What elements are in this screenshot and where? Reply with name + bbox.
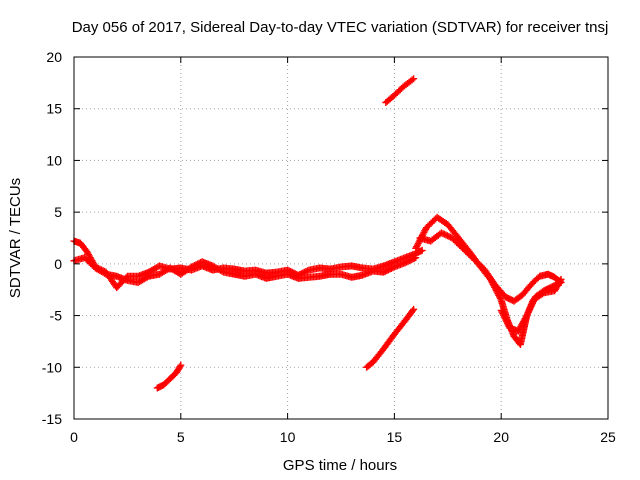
data-point xyxy=(499,310,507,318)
data-point xyxy=(530,296,538,304)
data-point xyxy=(412,254,420,262)
plot-frame xyxy=(73,56,609,420)
data-point xyxy=(176,363,184,371)
data-point xyxy=(437,229,445,237)
data-point xyxy=(501,314,509,322)
data-point xyxy=(440,230,448,238)
data-point xyxy=(409,307,417,315)
data-point xyxy=(445,233,453,241)
y-tick-label: -10 xyxy=(42,359,62,375)
y-tick-label: -5 xyxy=(50,308,63,324)
data-point xyxy=(498,308,506,316)
data-point xyxy=(526,304,534,312)
data-point xyxy=(408,76,416,84)
axis-ticks: 0 5 10 15 20 25 -15 -10 -5 0 5 10 15 20 xyxy=(42,49,616,445)
data-point xyxy=(529,298,537,306)
data-point xyxy=(384,266,392,274)
data-point xyxy=(187,263,195,271)
x-tick-label: 20 xyxy=(493,429,509,445)
data-point xyxy=(529,299,537,307)
x-tick-label: 0 xyxy=(70,429,78,445)
data-point xyxy=(403,258,411,266)
data-point xyxy=(101,269,109,277)
data-point xyxy=(524,310,532,318)
data-point xyxy=(527,302,535,310)
y-axis-label: SDTVAR / TECUs xyxy=(7,178,24,298)
data-point xyxy=(439,230,447,238)
data-point xyxy=(177,361,185,369)
data-point xyxy=(386,265,394,273)
data-point xyxy=(303,267,311,275)
data-point xyxy=(442,231,450,239)
data-point xyxy=(380,268,388,276)
data-point xyxy=(406,257,414,265)
data-point xyxy=(503,318,511,326)
data-point xyxy=(194,260,202,268)
y-tick-label: 10 xyxy=(46,152,62,168)
data-point xyxy=(504,321,512,329)
data-point xyxy=(410,305,418,313)
data-point xyxy=(218,267,226,275)
data-point xyxy=(387,264,395,272)
x-tick-label: 25 xyxy=(600,429,616,445)
y-tick-label: 0 xyxy=(54,256,62,272)
data-point xyxy=(443,232,451,240)
data-point xyxy=(302,268,310,276)
x-tick-label: 5 xyxy=(177,429,185,445)
data-point xyxy=(404,257,412,265)
data-point xyxy=(497,306,505,314)
grid-lines xyxy=(74,57,608,419)
y-tick-label: -15 xyxy=(42,411,62,427)
data-point xyxy=(409,255,417,263)
y-tick-label: 20 xyxy=(46,49,62,65)
x-tick-label: 10 xyxy=(280,429,296,445)
data-point xyxy=(528,301,536,309)
data-point xyxy=(500,313,508,321)
data-point xyxy=(407,256,415,264)
data-point xyxy=(410,75,418,83)
data-point xyxy=(502,316,510,324)
data-point xyxy=(191,261,199,269)
data-point xyxy=(383,267,391,275)
data-point xyxy=(410,254,418,262)
data-point xyxy=(526,305,534,313)
data-point xyxy=(195,259,203,267)
data-point xyxy=(500,311,508,319)
data-point xyxy=(525,307,533,315)
x-tick-label: 15 xyxy=(387,429,403,445)
data-point xyxy=(418,246,426,254)
data-point xyxy=(557,278,565,286)
data-point xyxy=(192,261,200,269)
data-point xyxy=(189,262,197,270)
data-point xyxy=(503,319,511,327)
data-points xyxy=(70,75,565,392)
data-point xyxy=(143,273,151,281)
data-point xyxy=(381,267,389,275)
data-point xyxy=(496,294,504,302)
data-point xyxy=(389,264,397,272)
data-point xyxy=(522,313,530,321)
y-tick-label: 5 xyxy=(54,204,62,220)
chart-title: Day 056 of 2017, Sidereal Day-to-day VTE… xyxy=(72,19,609,36)
data-point xyxy=(523,312,531,320)
x-axis-label: GPS time / hours xyxy=(283,457,397,474)
y-tick-label: 15 xyxy=(46,101,62,117)
data-point xyxy=(524,308,532,316)
data-point xyxy=(401,259,409,267)
